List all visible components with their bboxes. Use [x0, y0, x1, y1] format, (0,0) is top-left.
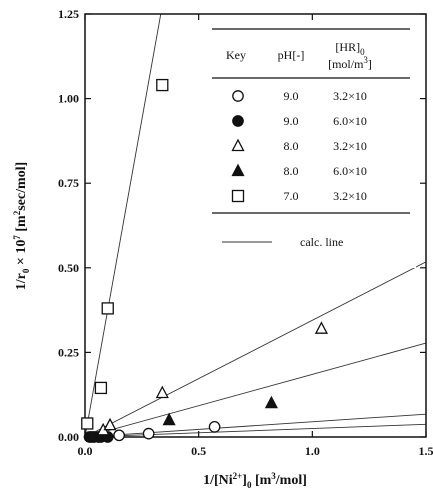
legend-marker-open-circle	[232, 90, 244, 102]
data-point-open-triangle	[155, 385, 169, 399]
calc-line	[85, 423, 426, 437]
data-point-open-square	[156, 78, 169, 92]
y-tick-label: 0.50	[58, 261, 79, 275]
y-tick-label: 1.25	[58, 7, 79, 21]
y-tick-label: 0.25	[58, 345, 79, 359]
data-point-open-square	[94, 381, 108, 395]
y-tick-label: 1.00	[58, 92, 79, 106]
legend-background	[210, 28, 416, 268]
x-tick-label: 1.0	[305, 444, 320, 458]
legend-ph-value: 8.0	[284, 164, 299, 178]
data-point-open-square	[101, 302, 114, 315]
legend-ph-value: 9.0	[284, 114, 299, 128]
legend-marker-filled-circle	[232, 115, 244, 127]
legend-ph-value: 7.0	[284, 189, 299, 203]
data-point-filled-triangle	[264, 395, 278, 409]
y-tick-label: 0.00	[58, 430, 79, 444]
data-point-open-circle	[113, 429, 125, 442]
legend-hr-value: 6.0×10	[333, 114, 367, 128]
x-tick-label: 1.5	[419, 444, 433, 458]
legend-header-ph: pH[-]	[278, 48, 305, 62]
legend-marker-open-triangle	[231, 138, 245, 152]
x-tick-label: 0.0	[78, 444, 93, 458]
legend-marker-filled-triangle	[231, 163, 245, 177]
legend-marker-open-square	[231, 189, 245, 203]
legend-hr-value: 6.0×10	[333, 164, 367, 178]
y-tick-label: 0.75	[58, 176, 79, 190]
legend-ph-value: 9.0	[284, 89, 299, 103]
legend-header-key: Key	[226, 48, 246, 62]
x-tick-label: 0.5	[191, 444, 206, 458]
legend-calc-label: calc. line	[300, 235, 343, 249]
data-point-open-square	[81, 417, 94, 430]
legend: Key pH[-] [HR]0[mol/m3] 9.0 3.2×10 9.0 6.0×10 8…	[210, 28, 416, 268]
data-point-filled-triangle	[162, 412, 176, 426]
data-point-open-triangle	[314, 321, 329, 334]
y-axis-label: 1/r0 × 107 [m2sec/mol]	[12, 162, 31, 290]
plot-frame	[84, 13, 427, 438]
legend-ph-value: 8.0	[284, 139, 299, 153]
legend-hr-value: 3.2×10	[333, 189, 367, 203]
legend-hr-value: 3.2×10	[333, 139, 367, 153]
x-axis-label: 1/[Ni2+]0 [m3/mol]	[203, 471, 307, 490]
data-point-open-circle	[142, 427, 155, 440]
data-points	[81, 78, 329, 443]
calc-line	[85, 261, 426, 437]
legend-header-unit: [mol/m3]	[328, 55, 372, 71]
data-point-open-triangle	[103, 417, 117, 431]
calc-line	[85, 413, 426, 437]
calc-line	[85, 14, 162, 437]
legend-hr-value: 3.2×10	[333, 89, 367, 103]
legend-header-hr: [HR]0	[335, 40, 365, 57]
calc-line	[85, 342, 426, 437]
data-point-open-circle	[208, 420, 221, 433]
calc-lines	[85, 14, 426, 437]
axis-ticks: 0.0 0.5 1.0 1.5 0.00 0.25 0.50 0.75 1.00 1.25	[58, 7, 433, 458]
